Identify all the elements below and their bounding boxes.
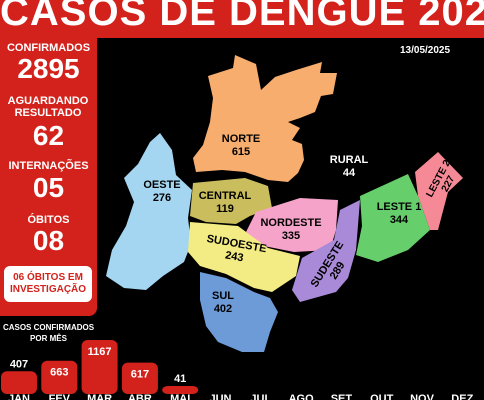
label-norte-name: NORTE [222, 133, 261, 145]
investigation-note: 06 ÓBITOS EM INVESTIGAÇÃO [4, 266, 92, 302]
deaths-value: 08 [32, 225, 65, 256]
month-label-nov: NOV [410, 393, 435, 400]
label-sul-cases: 402 [214, 303, 232, 315]
bar-value-fev: 663 [50, 367, 68, 379]
bar-value-mar: 1167 [88, 346, 112, 358]
label-norte-cases: 615 [232, 146, 250, 158]
region-sudeste[interactable] [292, 200, 360, 302]
bar-fev [41, 360, 78, 394]
month-label-jul: JUL [250, 393, 271, 400]
bar-jan [1, 371, 37, 394]
bar-mai [162, 386, 199, 394]
month-label-mai: MAI [170, 393, 190, 400]
confirmed-value: 2895 [17, 53, 80, 84]
region-sul[interactable] [200, 272, 278, 352]
region-oeste[interactable] [106, 133, 192, 290]
hospitalizations-label: INTERNAÇÕES [8, 160, 89, 172]
month-label-dez: DEZ [451, 393, 473, 400]
title-banner: CASOS DE DENGUE 2025 [0, 0, 484, 38]
month-label-abr: ABR [128, 393, 152, 400]
region-leste-1[interactable] [356, 174, 430, 262]
month-label-mar: MAR [87, 393, 112, 400]
month-label-jun: JUN [209, 393, 231, 400]
month-label-out: OUT [370, 393, 394, 400]
label-rural-cases: 44 [343, 167, 356, 179]
region-sudoeste[interactable] [188, 222, 300, 292]
month-label-jan: JAN [8, 393, 30, 400]
month-label-fev: FEV [49, 393, 71, 400]
label-leste-1-cases: 344 [390, 214, 409, 226]
confirmed-label: CONFIRMADOS [6, 42, 91, 54]
monthly-bar-chart: 407 JAN 663 FEV 1167 MAR 617 ABR 41 MAI JUN JUL AGO S… [1, 340, 474, 400]
bar-abr [121, 362, 158, 394]
region-map: NORTE 615 RURAL 44 LESTE 2 227 OESTE 276… [106, 55, 463, 352]
awaiting-label: AGUARDANDO RESULTADO [7, 95, 89, 119]
page-title: CASOS DE DENGUE 2025 [0, 0, 484, 34]
region-central[interactable] [190, 178, 272, 224]
label-central-cases: 119 [216, 203, 234, 215]
monthly-chart-title: CASOS CONFIRMADOS POR MÊS [2, 323, 95, 343]
bar-value-abr: 617 [131, 369, 149, 381]
hospitalizations-value: 05 [32, 172, 65, 203]
month-label-ago: AGO [289, 393, 315, 400]
month-label-set: SET [331, 393, 353, 400]
label-oeste-name: OESTE [143, 179, 180, 191]
region-leste-2[interactable] [415, 152, 463, 230]
label-rural-name: RURAL [330, 154, 369, 166]
label-nordeste-cases: 335 [282, 230, 300, 242]
label-nordeste-name: NORDESTE [260, 217, 321, 229]
bar-value-mai: 41 [174, 373, 186, 385]
bar-value-jan: 407 [10, 358, 28, 370]
label-oeste-cases: 276 [153, 192, 171, 204]
region-norte[interactable] [193, 55, 337, 182]
report-date: 13/05/2025 [400, 45, 451, 56]
label-central-name: CENTRAL [199, 190, 252, 202]
region-nordeste[interactable] [246, 198, 338, 252]
bar-mar [81, 340, 118, 394]
label-sudoeste-cases: 243 [224, 249, 244, 264]
label-leste-1-name: LESTE 1 [377, 201, 422, 213]
awaiting-value: 62 [32, 120, 65, 151]
label-sul-name: SUL [212, 290, 234, 302]
deaths-label: ÓBITOS [27, 214, 70, 226]
